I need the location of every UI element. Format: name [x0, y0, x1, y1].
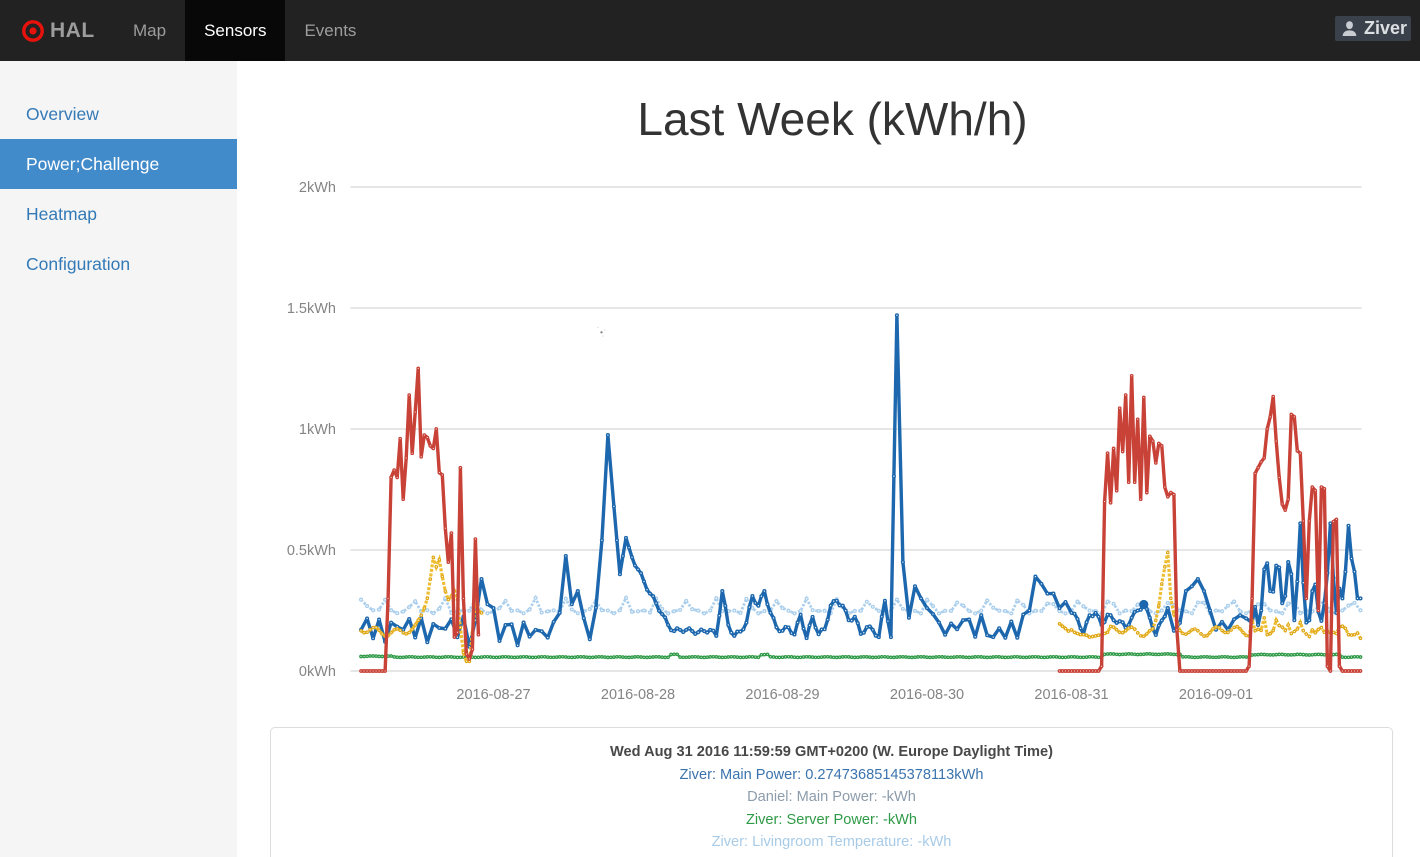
- svg-text:2016-08-29: 2016-08-29: [745, 687, 819, 703]
- svg-text:1kWh: 1kWh: [299, 422, 336, 438]
- svg-text:2016-08-28: 2016-08-28: [601, 687, 675, 703]
- svg-text:1.5kWh: 1.5kWh: [287, 301, 336, 317]
- svg-text:0.5kWh: 0.5kWh: [287, 543, 336, 559]
- svg-text:2016-08-31: 2016-08-31: [1034, 687, 1108, 703]
- svg-text:2kWh: 2kWh: [299, 180, 336, 196]
- svg-text:0kWh: 0kWh: [299, 664, 336, 680]
- svg-text:2016-08-30: 2016-08-30: [890, 687, 964, 703]
- svg-text:2016-08-27: 2016-08-27: [456, 687, 530, 703]
- svg-text:2016-09-01: 2016-09-01: [1179, 687, 1253, 703]
